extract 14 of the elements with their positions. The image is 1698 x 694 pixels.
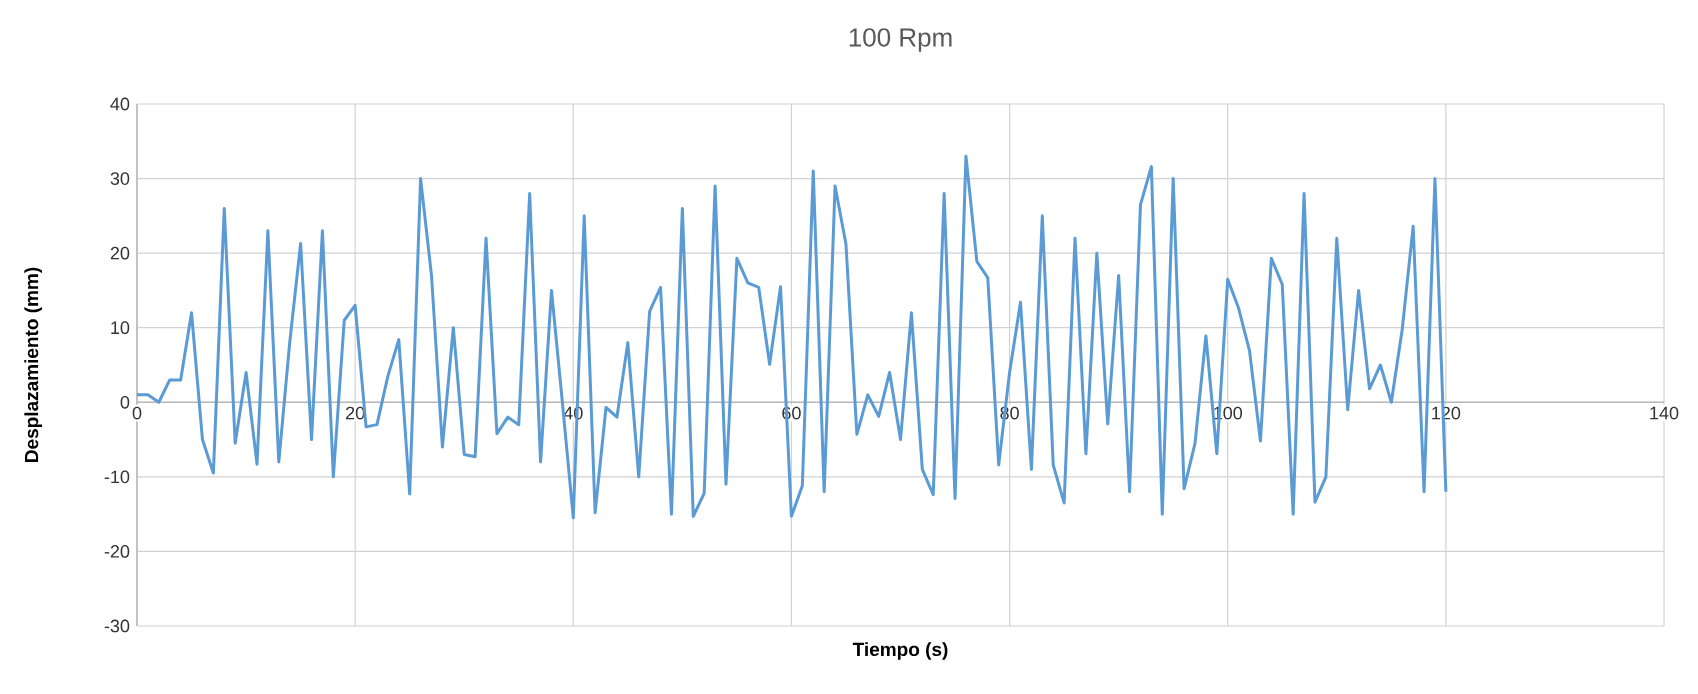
- y-tick-label: 10: [111, 321, 130, 335]
- x-tick-label: 0: [132, 406, 142, 420]
- y-axis-title: Desplazamiento (mm): [24, 267, 43, 462]
- y-tick-label: 40: [110, 97, 130, 111]
- y-tick-label: 30: [110, 172, 130, 185]
- y-tick-label: 20: [110, 246, 130, 260]
- x-axis-title: Tiempo (s): [852, 642, 948, 660]
- x-tick-label: 140: [1650, 406, 1679, 420]
- y-tick-label: 0: [120, 395, 130, 409]
- y-tick-label: -20: [104, 545, 130, 558]
- x-tick-label: 20: [346, 406, 365, 420]
- chart-title: 100 Rpm: [849, 28, 952, 52]
- y-tick-label: -10: [104, 470, 130, 484]
- y-tick-label: -30: [104, 619, 130, 633]
